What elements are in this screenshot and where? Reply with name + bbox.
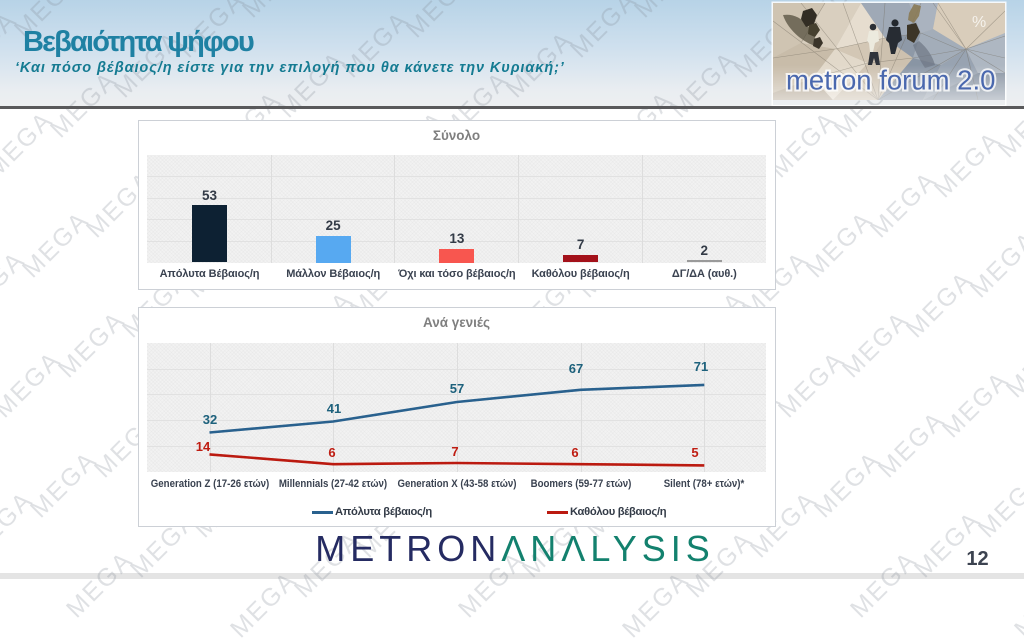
svg-text:metron forum 2.0: metron forum 2.0 — [786, 65, 995, 96]
svg-text:%: % — [972, 14, 986, 31]
svg-text:metron forum 2.0: metron forum 2.0 — [786, 65, 995, 96]
